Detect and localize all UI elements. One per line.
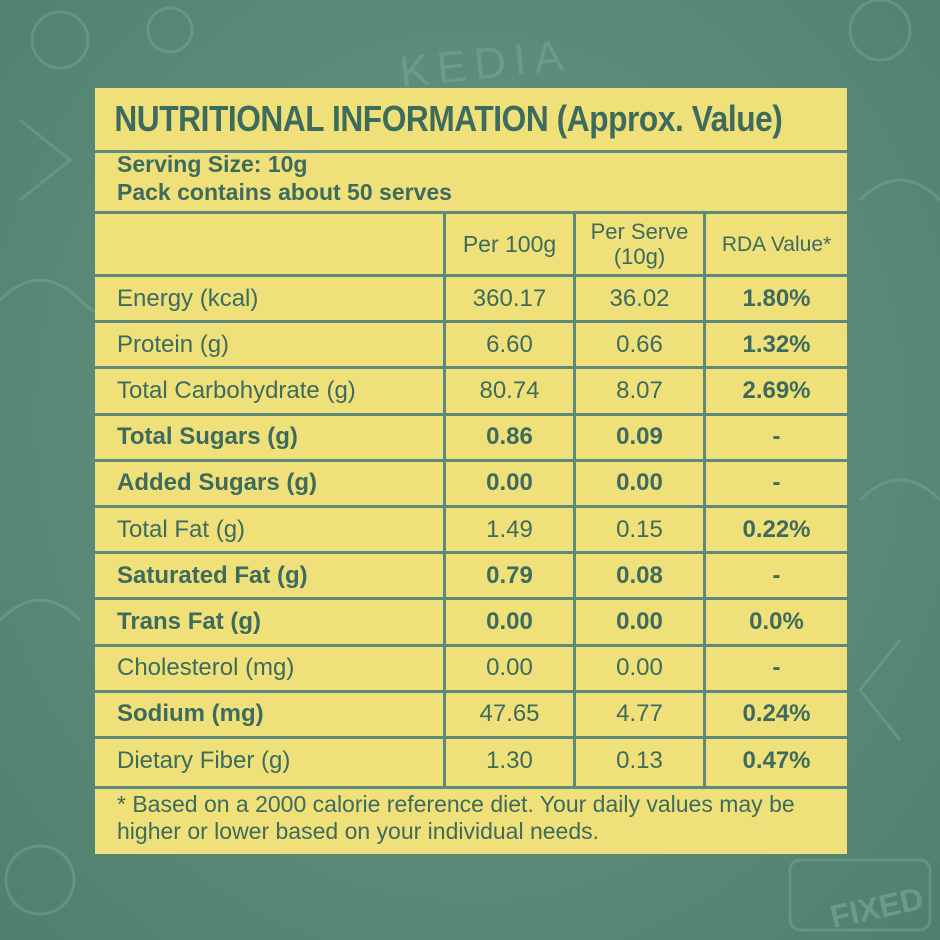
nutrient-name: Trans Fat (g) bbox=[117, 607, 262, 635]
value-per-serve: 0.13 bbox=[616, 746, 663, 774]
value-rda: - bbox=[772, 654, 781, 682]
value-rda: - bbox=[772, 561, 781, 589]
value-rda: - bbox=[772, 423, 781, 451]
value-rda: 0.0% bbox=[749, 607, 804, 635]
value-rda: 2.69% bbox=[742, 376, 811, 404]
value-rda: 0.22% bbox=[742, 515, 811, 543]
column-rule bbox=[443, 211, 446, 786]
value-per-100g: 0.79 bbox=[486, 561, 533, 589]
serving-size: Serving Size: 10g bbox=[117, 151, 308, 177]
serving-info: Serving Size: 10g Pack contains about 50… bbox=[117, 150, 452, 206]
row-divider bbox=[95, 320, 847, 324]
value-rda: - bbox=[772, 469, 781, 497]
divider bbox=[95, 211, 847, 214]
column-rule bbox=[703, 211, 706, 786]
value-rda: 0.24% bbox=[742, 700, 811, 728]
row-divider bbox=[95, 597, 847, 601]
value-per-100g: 0.00 bbox=[486, 469, 533, 497]
nutrient-name: Total Carbohydrate (g) bbox=[117, 376, 356, 404]
divider bbox=[95, 786, 847, 789]
value-per-100g: 0.00 bbox=[486, 654, 533, 682]
value-per-serve: 0.00 bbox=[616, 469, 663, 497]
value-per-100g: 0.00 bbox=[486, 607, 533, 635]
stamp-watermark: FIXED bbox=[827, 880, 927, 935]
column-header-rda: RDA Value* bbox=[721, 232, 832, 256]
row-divider bbox=[95, 551, 847, 555]
value-per-serve: 36.02 bbox=[609, 284, 670, 312]
panel-title: NUTRITIONAL INFORMATION (Approx. Value) bbox=[114, 98, 783, 139]
row-divider bbox=[95, 736, 847, 739]
nutrient-name: Total Sugars (g) bbox=[117, 423, 298, 451]
value-per-serve: 0.00 bbox=[616, 654, 663, 682]
value-per-100g: 47.65 bbox=[479, 700, 540, 728]
divider bbox=[95, 150, 847, 153]
row-divider bbox=[95, 643, 847, 647]
column-header-per-serve: Per Serve (10g) bbox=[590, 219, 689, 269]
nutrient-name: Total Fat (g) bbox=[117, 515, 246, 543]
value-rda: 0.47% bbox=[742, 746, 811, 774]
nutrient-name: Energy (kcal) bbox=[117, 284, 259, 312]
value-per-100g: 1.30 bbox=[486, 746, 533, 774]
value-per-serve: 0.08 bbox=[616, 561, 663, 589]
row-divider bbox=[95, 689, 847, 693]
row-divider bbox=[95, 458, 847, 462]
value-per-serve: 0.15 bbox=[616, 515, 663, 543]
nutrient-name: Sodium (mg) bbox=[117, 700, 264, 728]
nutrient-name: Saturated Fat (g) bbox=[117, 561, 308, 589]
footnote: * Based on a 2000 calorie reference diet… bbox=[117, 791, 795, 844]
column-header-per-100g: Per 100g bbox=[462, 230, 557, 257]
row-divider bbox=[95, 412, 847, 416]
nutrient-name: Cholesterol (mg) bbox=[117, 654, 295, 682]
value-per-100g: 80.74 bbox=[479, 376, 540, 404]
value-rda: 1.80% bbox=[742, 284, 811, 312]
value-per-100g: 0.86 bbox=[486, 423, 533, 451]
nutrient-name: Dietary Fiber (g) bbox=[117, 746, 291, 774]
value-per-serve: 4.77 bbox=[616, 700, 663, 728]
pack-contains: Pack contains about 50 serves bbox=[117, 179, 452, 205]
value-per-serve: 8.07 bbox=[616, 376, 663, 404]
value-per-100g: 1.49 bbox=[486, 515, 533, 543]
row-divider bbox=[95, 505, 847, 508]
nutrient-name: Added Sugars (g) bbox=[117, 469, 318, 497]
value-rda: 1.32% bbox=[742, 330, 811, 358]
value-per-100g: 360.17 bbox=[472, 284, 547, 312]
value-per-serve: 0.09 bbox=[616, 423, 663, 451]
value-per-serve: 0.66 bbox=[616, 330, 663, 358]
nutrient-name: Protein (g) bbox=[117, 330, 230, 358]
row-divider bbox=[95, 366, 847, 370]
nutrition-panel: NUTRITIONAL INFORMATION (Approx. Value) … bbox=[95, 88, 847, 854]
column-rule bbox=[573, 211, 576, 786]
value-per-100g: 6.60 bbox=[486, 330, 533, 358]
divider bbox=[95, 274, 847, 277]
value-per-serve: 0.00 bbox=[616, 607, 663, 635]
